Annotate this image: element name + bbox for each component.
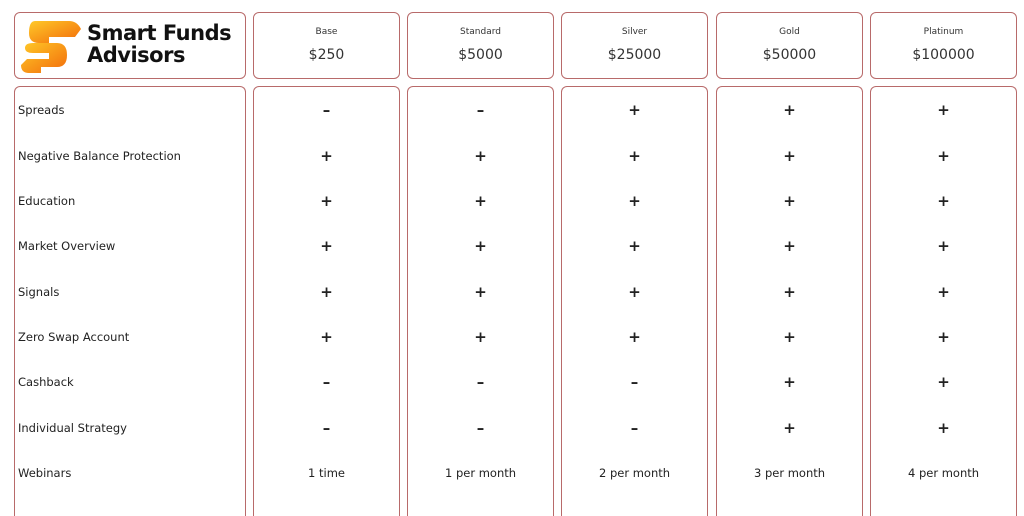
feature-label: Individual Strategy [18,421,127,435]
plus-icon: + [628,192,641,210]
plus-icon: + [474,147,487,165]
logo-header: Smart Funds Advisors [14,12,246,79]
feature-column: Spreads Negative Balance Protection Educat… [14,86,246,516]
plus-icon: + [937,237,950,255]
tier-name: Base [315,27,338,37]
plus-icon: + [628,328,641,346]
plus-icon: + [628,283,641,301]
feature-label: Market Overview [18,239,116,253]
feature-label: Spreads [18,103,65,117]
brand-name: Smart Funds Advisors [87,21,232,67]
tier-header-platinum: Platinum $100000 [870,12,1017,79]
tier-header-standard: Standard $5000 [407,12,554,79]
plus-icon: + [937,373,950,391]
cell-value: 3 per month [753,466,826,480]
plus-icon: + [783,419,796,437]
plus-icon: + [783,101,796,119]
plus-icon: + [628,147,641,165]
feature-label: Cashback [18,375,74,389]
minus-icon: – [476,101,485,119]
tier-header-base: Base $250 [253,12,400,79]
logo-icon [21,21,81,73]
feature-label: Webinars [18,466,72,480]
minus-icon: – [322,101,331,119]
tier-column-base: – + + + + + – – 1 time [253,86,400,516]
plus-icon: + [783,237,796,255]
tier-name: Silver [621,27,648,37]
tier-column-platinum: + + + + + + + +4 per month [870,86,1017,516]
tier-name: Gold [779,27,800,37]
plus-icon: + [628,101,641,119]
minus-icon: – [322,419,331,437]
plus-icon: + [937,147,950,165]
plus-icon: + [320,192,333,210]
cell-value: 4 per month [907,466,980,480]
feature-label: Signals [18,285,60,299]
plus-icon: + [783,283,796,301]
tier-column-gold: + + + + + + + +3 per month [716,86,863,516]
plus-icon: + [320,147,333,165]
cell-value: 1 time [308,466,345,480]
tier-name: Standard [460,27,501,37]
plus-icon: + [783,192,796,210]
minus-icon: – [322,373,331,391]
plus-icon: + [937,101,950,119]
feature-label: Zero Swap Account [18,330,130,344]
plus-icon: + [320,283,333,301]
plus-icon: + [783,147,796,165]
feature-label: Education [18,194,76,208]
plus-icon: + [937,192,950,210]
plus-icon: + [937,283,950,301]
tier-price: $25000 [607,47,662,63]
plus-icon: + [937,328,950,346]
tier-name: Platinum [923,27,964,37]
minus-icon: – [630,373,639,391]
plus-icon: + [783,373,796,391]
plus-icon: + [320,328,333,346]
tier-header-gold: Gold $50000 [716,12,863,79]
minus-icon: – [630,419,639,437]
minus-icon: – [476,373,485,391]
tier-column-standard: – + + + + + – – 1 per month [407,86,554,516]
plus-icon: + [320,237,333,255]
plus-icon: + [474,237,487,255]
tier-column-silver: + + + + + + – – 2 per month [561,86,708,516]
cell-value: 1 per month [444,466,517,480]
feature-label: Negative Balance Protection [18,149,181,163]
plus-icon: + [474,328,487,346]
plus-icon: + [783,328,796,346]
plus-icon: + [474,192,487,210]
tier-price: $100000 [912,47,975,63]
plus-icon: + [628,237,641,255]
plus-icon: + [937,419,950,437]
tier-price: $5000 [458,47,503,63]
tier-header-silver: Silver $25000 [561,12,708,79]
cell-value: 2 per month [598,466,671,480]
tier-price: $50000 [762,47,817,63]
tier-price: $250 [308,47,345,63]
minus-icon: – [476,419,485,437]
plus-icon: + [474,283,487,301]
